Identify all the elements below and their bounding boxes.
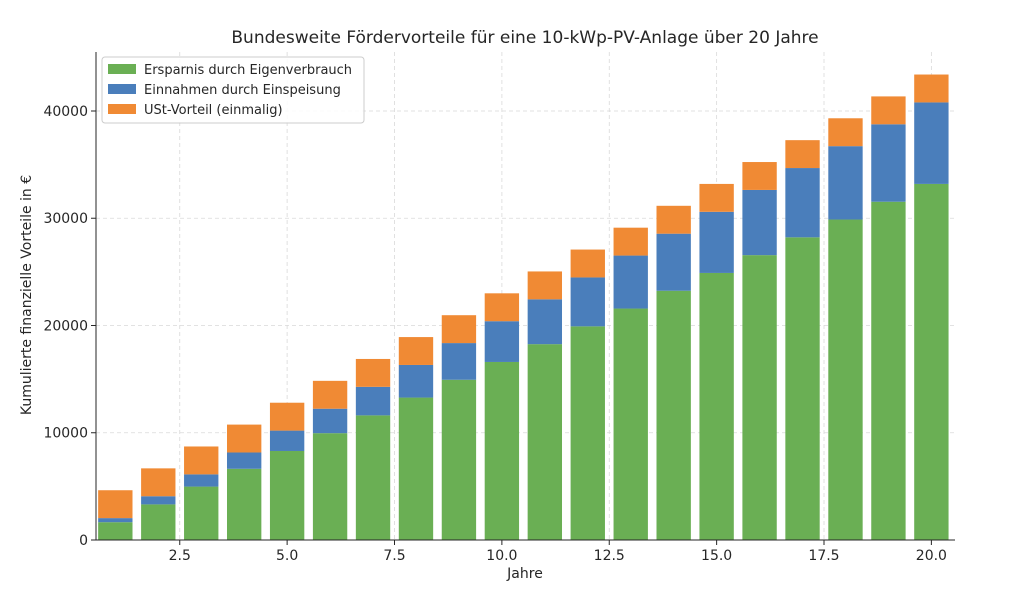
bar-segment-eigenverbrauch-12 [570,326,605,540]
legend-swatch [108,64,136,74]
bar-segment-eigenverbrauch-19 [871,201,906,540]
bar-segment-eigenverbrauch-9 [441,379,477,540]
x-tick-label: 15.0 [701,548,732,564]
chart-title: Bundesweite Fördervorteile für eine 10-k… [231,28,818,48]
bar-segment-einspeisung-11 [527,299,563,345]
bar-segment-ust-7 [355,358,391,387]
bar-segment-ust-13 [613,227,648,256]
bar-segment-ust-10 [484,293,520,322]
axes [95,52,955,541]
bar-segment-eigenverbrauch-3 [184,486,219,540]
x-tick-label: 20.0 [916,548,947,564]
bar-segment-ust-8 [398,337,434,365]
bar-segment-ust-18 [828,118,863,147]
bar-segment-eigenverbrauch-7 [355,415,391,540]
bar-segment-ust-11 [527,271,563,300]
bar-segment-einspeisung-14 [656,233,691,291]
bar-segment-einspeisung-8 [398,364,434,398]
x-axis-label: Jahre [506,566,543,582]
legend-label: USt-Vorteil (einmalig) [144,103,283,118]
bar-segment-einspeisung-1 [98,518,133,523]
y-tick-label: 10000 [43,426,88,442]
bar-segment-einspeisung-19 [871,124,906,202]
bar-segment-ust-15 [699,183,734,212]
bar-segment-ust-14 [656,205,691,234]
legend-box [101,56,365,124]
bar-segment-eigenverbrauch-6 [312,433,348,540]
x-tick-label: 12.5 [594,548,625,564]
bar-segment-einspeisung-4 [226,452,262,469]
bar-segment-eigenverbrauch-11 [527,344,563,540]
bar-segment-eigenverbrauch-14 [656,290,691,540]
bar-segment-eigenverbrauch-20 [914,183,949,540]
x-tick-label: 7.5 [383,548,405,564]
bar-segment-eigenverbrauch-10 [484,361,520,540]
x-tick-label: 10.0 [486,548,517,564]
bar-segment-einspeisung-18 [828,146,863,220]
bar-segment-einspeisung-15 [699,211,734,273]
bar-segment-einspeisung-2 [141,496,176,505]
bar-segment-eigenverbrauch-17 [785,237,820,540]
bar-segment-einspeisung-20 [914,102,949,184]
y-tick-label: 40000 [43,104,88,120]
x-tick-label: 2.5 [169,548,191,564]
bars [98,74,949,540]
bar-segment-eigenverbrauch-16 [742,255,777,540]
bar-segment-einspeisung-6 [312,408,348,434]
legend-swatch [108,84,136,94]
bar-segment-eigenverbrauch-4 [226,468,262,540]
bar-segment-ust-1 [98,490,133,519]
bar-segment-eigenverbrauch-13 [613,308,648,540]
bar-segment-ust-12 [570,249,605,278]
y-tick-label: 20000 [43,318,88,334]
bar-segment-einspeisung-3 [184,474,219,487]
x-tick-label: 5.0 [276,548,298,564]
bar-segment-eigenverbrauch-2 [141,504,176,540]
bar-segment-einspeisung-12 [570,277,605,327]
bar-segment-einspeisung-16 [742,189,777,256]
grid [96,52,955,541]
legend: Ersparnis durch Eigenverbrauch Einnahmen … [101,56,365,124]
y-axis-label: Kumulierte finanzielle Vorteile in € [19,175,35,415]
bar-segment-ust-9 [441,315,477,344]
y-tick-label: 30000 [43,211,88,227]
legend-label: Ersparnis durch Eigenverbrauch [144,63,352,78]
bar-segment-ust-2 [141,468,176,497]
bar-segment-eigenverbrauch-1 [98,522,133,540]
bar-segment-ust-4 [226,424,262,453]
bar-segment-einspeisung-7 [355,386,391,416]
legend-label: Einnahmen durch Einspeisung [144,83,341,98]
bar-segment-ust-19 [871,96,906,125]
bar-segment-ust-20 [914,74,949,103]
bar-segment-ust-6 [312,380,348,409]
bar-segment-eigenverbrauch-18 [828,219,863,540]
bar-segment-einspeisung-17 [785,168,820,238]
bar-segment-eigenverbrauch-8 [398,397,434,540]
bar-segment-ust-5 [269,402,305,431]
legend-swatch [108,104,136,114]
ticks: 0 10000 20000 30000 40000 2.5 5.0 7.5 10.0 12.5 15… [43,104,947,564]
bar-segment-eigenverbrauch-15 [699,272,734,540]
x-tick-label: 17.5 [808,548,839,564]
bar-segment-einspeisung-9 [441,343,477,380]
bar-segment-ust-3 [184,446,219,475]
bar-segment-einspeisung-5 [269,430,305,451]
bar-segment-einspeisung-10 [484,321,520,362]
bar-segment-ust-16 [742,162,777,190]
y-tick-label: 0 [79,533,88,549]
bar-segment-einspeisung-13 [613,255,648,309]
bar-segment-ust-17 [785,140,820,169]
bar-segment-eigenverbrauch-5 [269,450,305,540]
